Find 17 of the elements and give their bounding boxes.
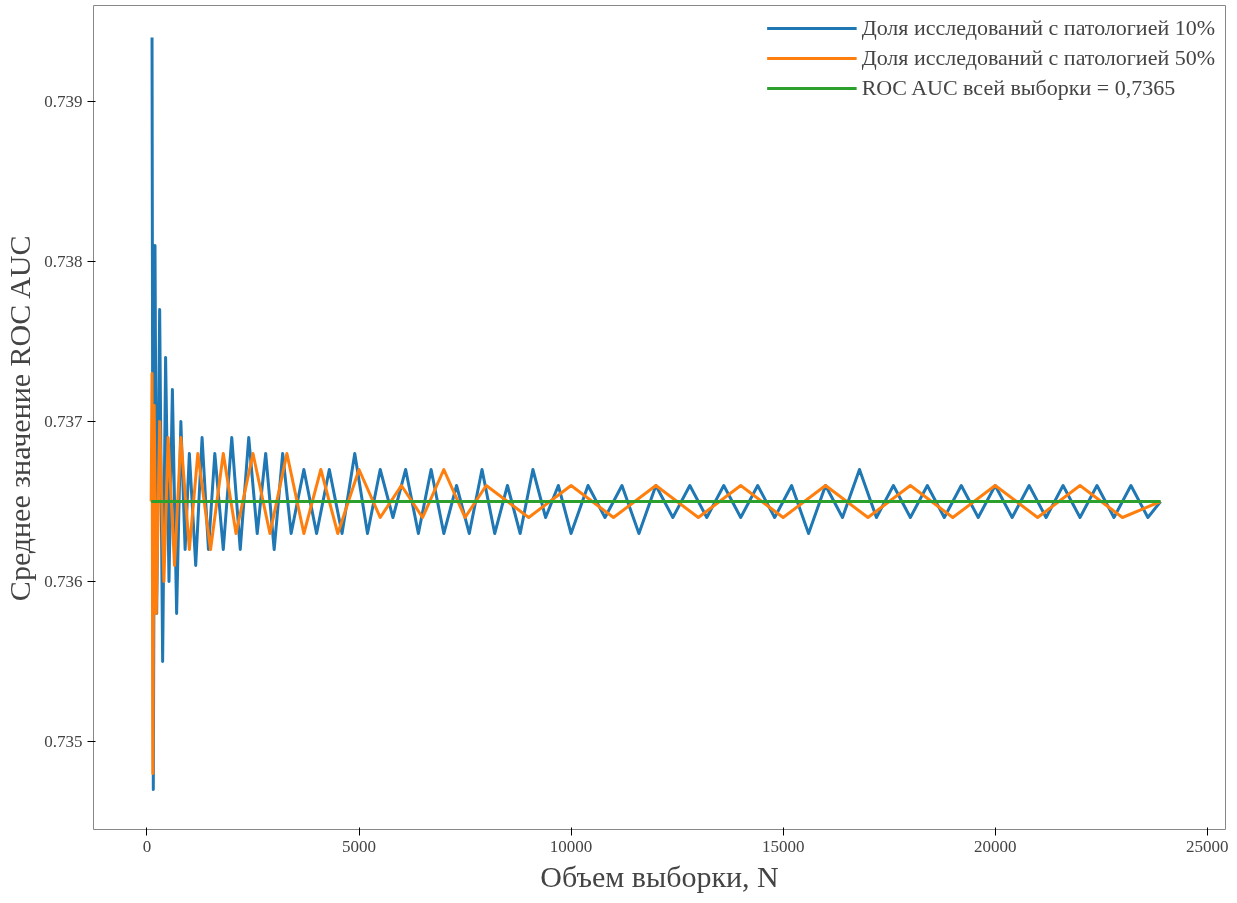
y-tick-label: 0.739 [44, 92, 83, 111]
line-series [149, 372, 1163, 775]
y-tick-label: 0.738 [44, 252, 83, 271]
x-tick-label: 25000 [1186, 836, 1229, 856]
x-tick-label: 15000 [761, 836, 805, 856]
x-tick-label: 20000 [973, 836, 1017, 856]
legend-label: ROC AUC всей выборки = 0,7365 [861, 75, 1176, 101]
y-tick-label: 0.736 [44, 572, 83, 591]
x-tick-label: 5000 [342, 836, 376, 856]
legend-label: Доля исследований с патологией 10% [861, 15, 1215, 41]
y-tick-label: 0.735 [44, 732, 83, 751]
x-tick-label: 10000 [549, 836, 593, 856]
x-axis-title: Объем выборки, N [540, 859, 779, 893]
x-tick-label: 0 [142, 836, 152, 856]
legend-label: Доля исследований с патологией 50% [861, 45, 1215, 71]
y-tick-label: 0.737 [44, 412, 83, 431]
y-axis-title: Среднее значение ROC AUC [3, 235, 37, 602]
